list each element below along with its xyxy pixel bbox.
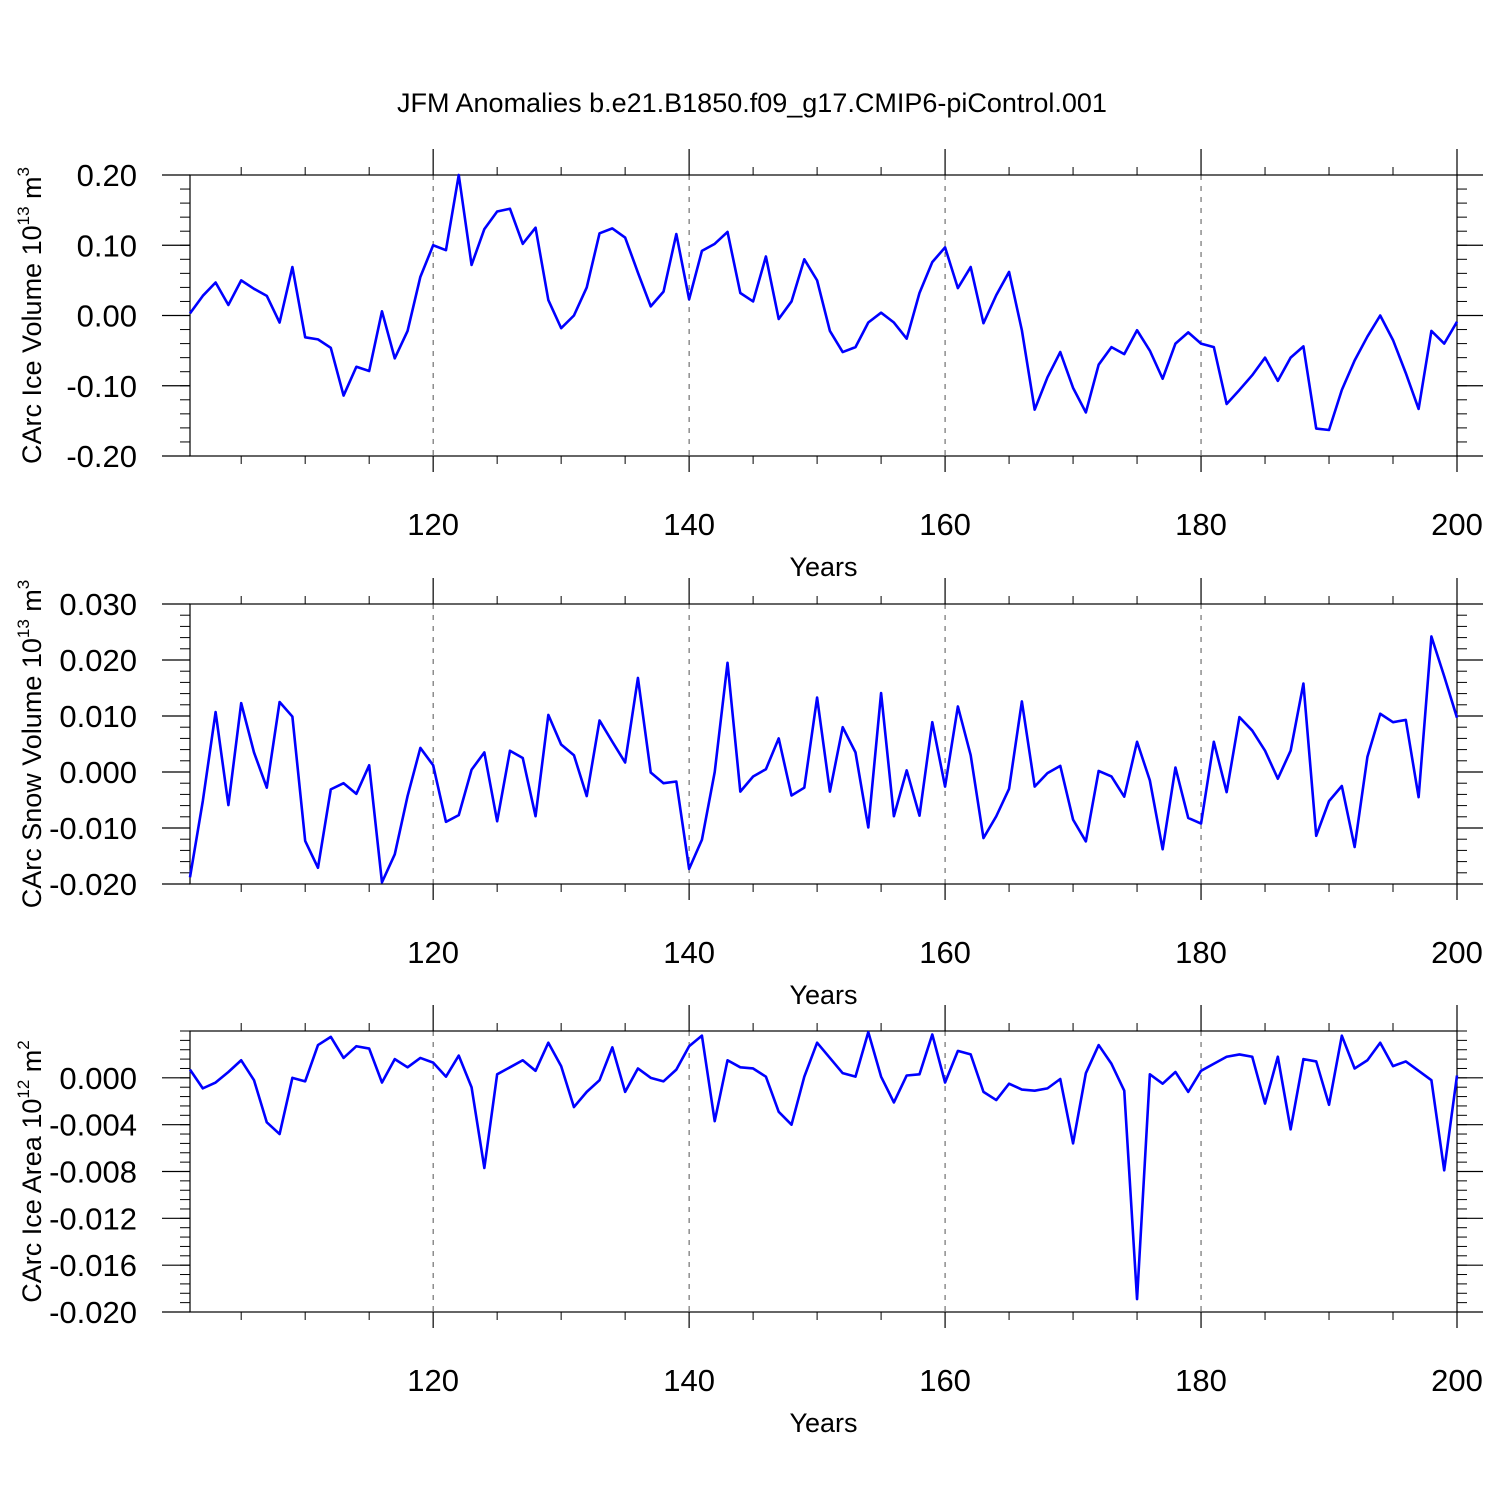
x-tick-label: 140 bbox=[663, 1363, 715, 1398]
y-axis-label-unit-exponent: 3 bbox=[14, 580, 33, 589]
y-axis-label-text: CArc Ice Area 10 bbox=[17, 1099, 47, 1303]
y-axis-label-unit-exponent: 3 bbox=[14, 167, 33, 176]
y-axis-label: CArc Ice Area 1012 m2 bbox=[14, 1040, 47, 1303]
x-tick-label: 140 bbox=[663, 935, 715, 970]
y-axis-label: CArc Ice Volume 1013 m3 bbox=[14, 167, 47, 464]
y-tick-label: -0.020 bbox=[49, 867, 137, 902]
panel-ice-volume: -0.20 -0.10 0.00 0.10 0.20 120 140 160 180 200 Yea… bbox=[14, 149, 1483, 582]
y-tick-label: 0.20 bbox=[77, 158, 137, 193]
x-tick-label: 120 bbox=[407, 507, 459, 542]
y-tick-label: -0.20 bbox=[66, 439, 137, 474]
y-tick-label: 0.10 bbox=[77, 228, 137, 263]
y-tick-label: 0.000 bbox=[59, 755, 137, 790]
plot-frame bbox=[189, 603, 1458, 885]
x-tick-label: 200 bbox=[1431, 1363, 1483, 1398]
y-axis-label-unit-exponent: 2 bbox=[14, 1040, 33, 1049]
x-axis-label: Years bbox=[789, 1408, 857, 1438]
x-axis-label: Years bbox=[789, 552, 857, 582]
y-tick-label: 0.030 bbox=[59, 587, 137, 622]
x-tick-label: 180 bbox=[1175, 1363, 1227, 1398]
y-tick-label: -0.008 bbox=[49, 1155, 137, 1190]
x-tick-label: 200 bbox=[1431, 935, 1483, 970]
y-tick-label: -0.012 bbox=[49, 1201, 137, 1236]
y-tick-label: -0.004 bbox=[49, 1108, 137, 1143]
y-axis-label-exponent: 13 bbox=[14, 206, 33, 225]
y-tick-label: -0.10 bbox=[66, 369, 137, 404]
y-axis-label-exponent: 12 bbox=[14, 1080, 33, 1099]
y-tick-label: 0.020 bbox=[59, 643, 137, 678]
y-tick-label: 0.010 bbox=[59, 699, 137, 734]
panel-snow-volume: -0.020 -0.010 0.000 0.010 0.020 0.030 120 140 16… bbox=[14, 578, 1483, 1010]
y-tick-label: -0.010 bbox=[49, 811, 137, 846]
x-tick-label: 160 bbox=[919, 507, 971, 542]
y-axis-label-text: CArc Ice Volume 10 bbox=[17, 225, 47, 464]
panel-ice-area: -0.020 -0.016 -0.012 -0.008 -0.004 0.000 120 14… bbox=[14, 1005, 1483, 1438]
series-line bbox=[188, 1030, 1459, 1301]
plot-frame bbox=[189, 1030, 1458, 1313]
x-tick-label: 160 bbox=[919, 1363, 971, 1398]
y-axis-label-unit: m bbox=[17, 1050, 47, 1080]
y-axis-label-unit: m bbox=[17, 589, 47, 619]
y-axis-label-exponent: 13 bbox=[14, 619, 33, 638]
x-axis-label: Years bbox=[789, 980, 857, 1010]
figure-title: JFM Anomalies b.e21.B1850.f09_g17.CMIP6-… bbox=[397, 88, 1107, 118]
x-tick-label: 120 bbox=[407, 935, 459, 970]
y-tick-label: -0.020 bbox=[49, 1295, 137, 1330]
x-tick-label: 200 bbox=[1431, 507, 1483, 542]
y-axis-label-text: CArc Snow Volume 10 bbox=[17, 638, 47, 908]
x-tick-label: 140 bbox=[663, 507, 715, 542]
y-axis-label: CArc Snow Volume 1013 m3 bbox=[14, 580, 47, 909]
series-line bbox=[188, 635, 1459, 884]
y-tick-label: 0.00 bbox=[77, 299, 137, 334]
x-tick-label: 160 bbox=[919, 935, 971, 970]
x-tick-label: 180 bbox=[1175, 935, 1227, 970]
y-tick-label: -0.016 bbox=[49, 1248, 137, 1283]
y-tick-label: 0.000 bbox=[59, 1061, 137, 1096]
series-line bbox=[188, 173, 1459, 432]
y-axis-label-unit: m bbox=[17, 176, 47, 206]
x-tick-label: 180 bbox=[1175, 507, 1227, 542]
x-tick-label: 120 bbox=[407, 1363, 459, 1398]
